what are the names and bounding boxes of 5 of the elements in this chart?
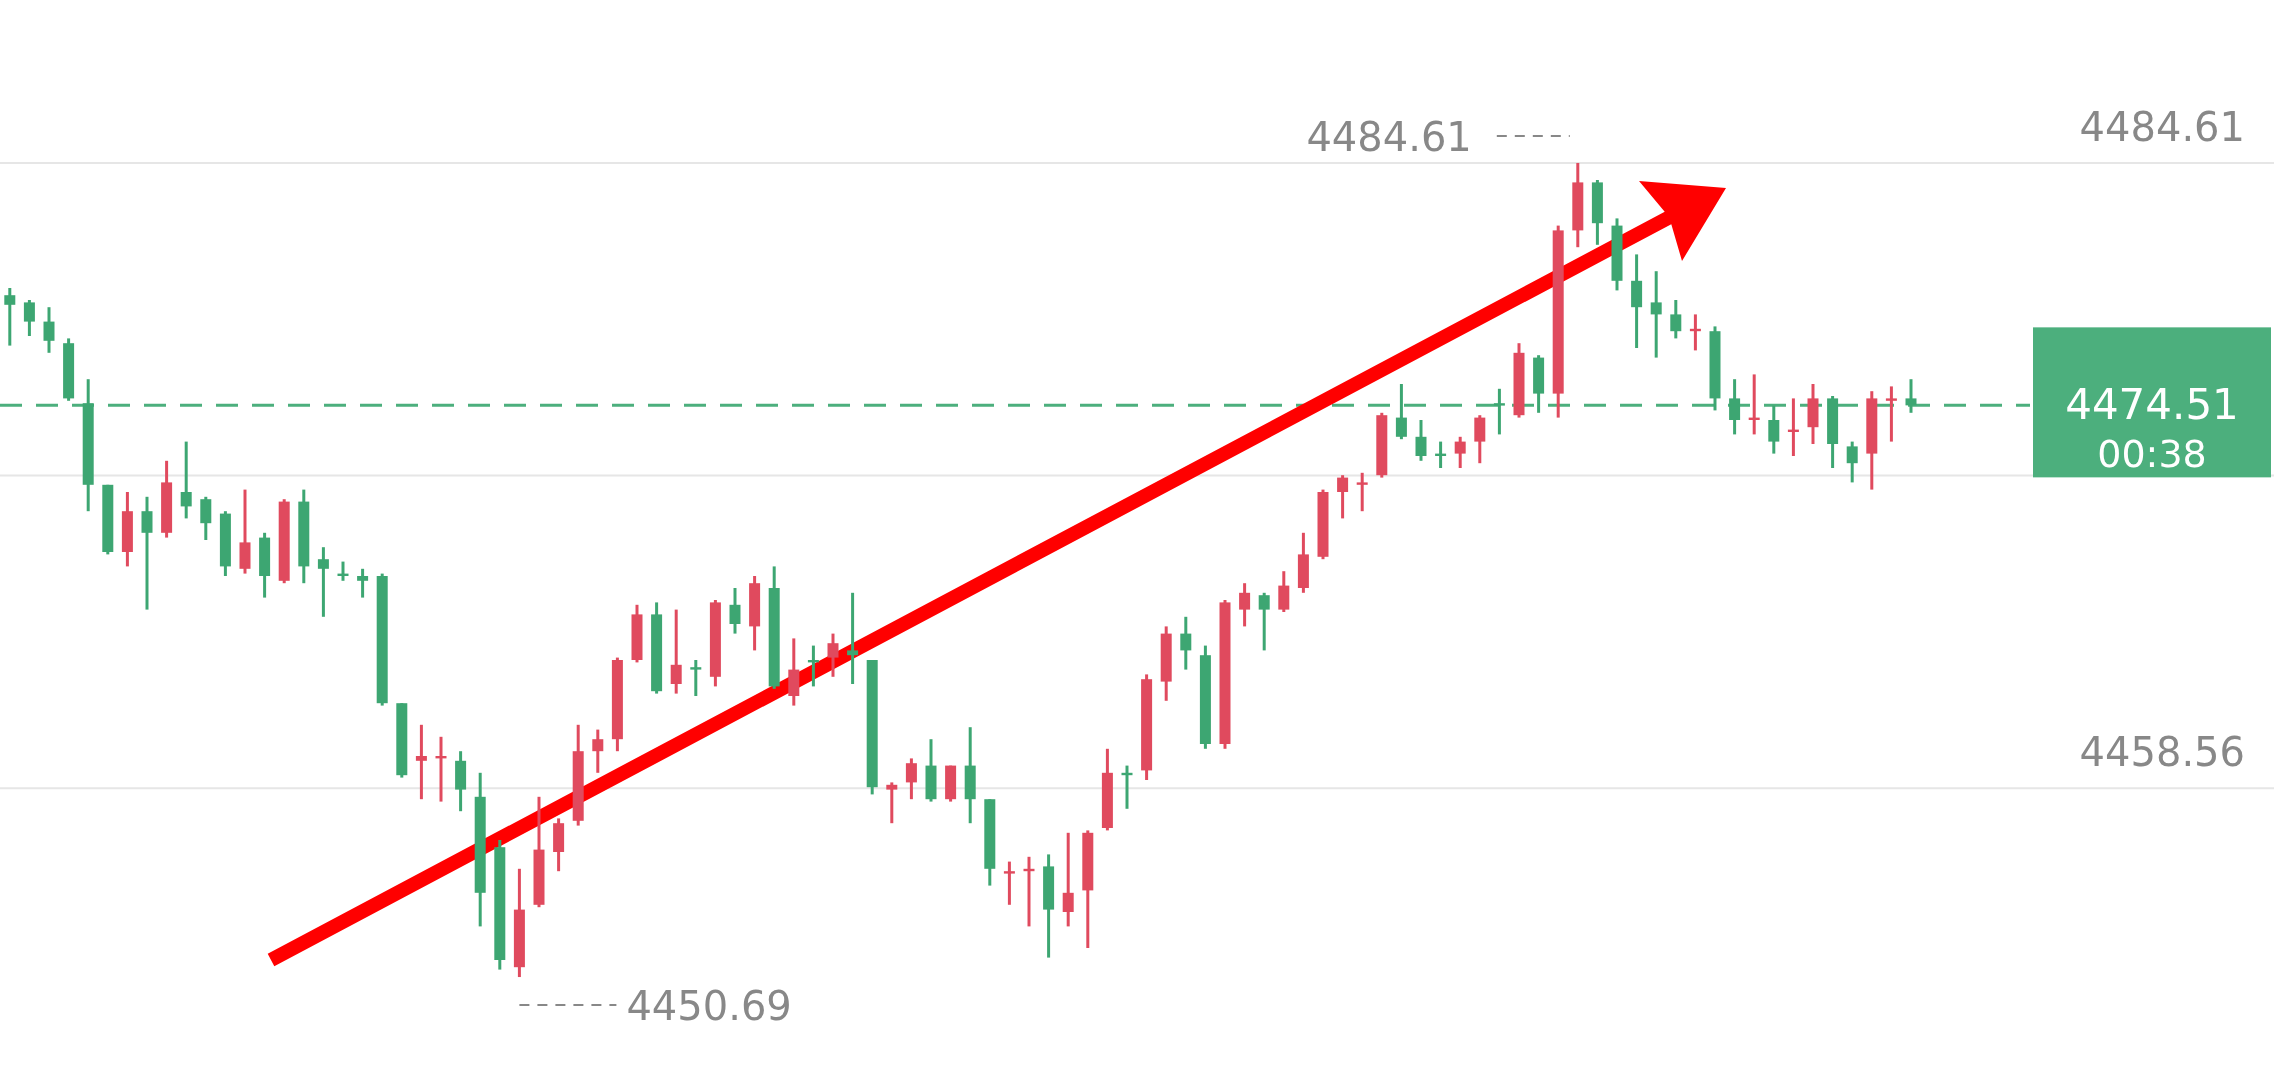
annotation: 4450.69 [626,983,792,1030]
y-tick-label: 4458.56 [2079,729,2245,776]
annotation: 4484.61 [1306,113,1472,160]
text: 00:38 [2097,432,2207,477]
ref-line-label: 4474.51 [2065,380,2239,430]
